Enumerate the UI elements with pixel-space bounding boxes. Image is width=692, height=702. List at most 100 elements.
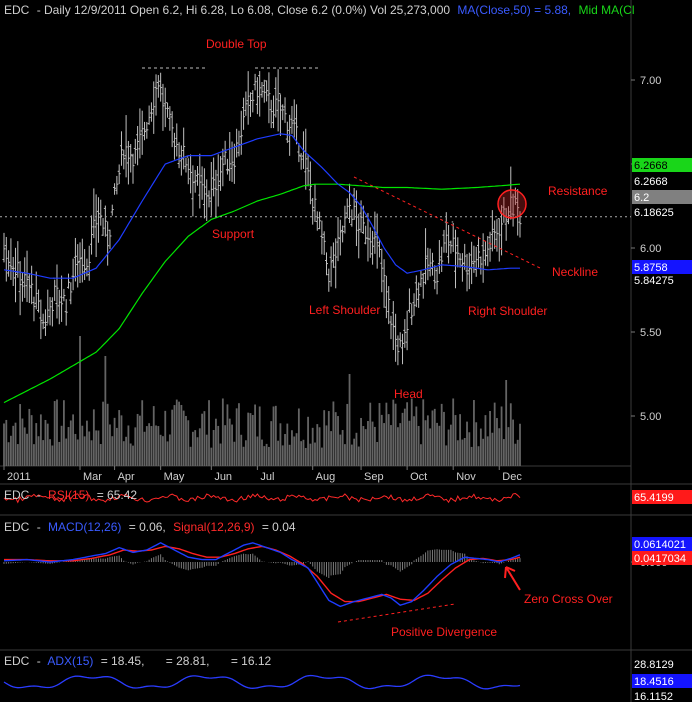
volume-bar	[519, 423, 521, 466]
volume-bar	[53, 401, 56, 466]
volume-bar	[28, 408, 31, 466]
macd-header-symbol: EDC	[4, 520, 30, 534]
volume-bar	[249, 413, 252, 466]
resistance-circle	[497, 189, 527, 219]
price-tag-bg	[632, 190, 692, 204]
volume-bar	[431, 410, 434, 466]
volume-bar	[21, 418, 24, 466]
volume-bar	[426, 415, 429, 466]
volume-bar	[90, 440, 93, 466]
volume-bar	[171, 409, 174, 466]
volume-bar	[10, 435, 12, 466]
x-tick-label: Mar	[83, 471, 102, 483]
y-tick-label: 7.00	[640, 75, 661, 87]
volume-bar	[512, 419, 514, 466]
volume-bar	[293, 436, 296, 466]
volume-bar	[113, 417, 116, 466]
volume-bar	[16, 444, 19, 466]
signal-header-label: Signal(12,26,9)	[173, 520, 254, 534]
x-tick-label: Apr	[118, 471, 135, 483]
annotation-right-shoulder: Right Shoulder	[468, 304, 547, 318]
volume-bar	[166, 441, 169, 466]
volume-bar	[284, 434, 286, 466]
volume-bar	[295, 433, 298, 466]
volume-bar	[205, 434, 208, 466]
volume-bar	[19, 404, 22, 466]
volume-bar	[215, 418, 217, 466]
volume-bar	[376, 441, 379, 466]
minus-di-header-value: = 16.12	[231, 654, 272, 668]
volume-bar	[196, 437, 199, 466]
adx-tag-label: 18.4516	[634, 676, 674, 688]
volume-bar	[244, 440, 247, 466]
volume-bar	[164, 410, 167, 466]
volume-bar	[221, 398, 224, 466]
volume-bar	[456, 440, 459, 466]
macd-tag-label: 0.0614021	[634, 539, 686, 551]
volume-bar	[341, 430, 344, 466]
volume-bar	[76, 439, 79, 466]
volume-bar	[304, 447, 307, 466]
volume-bar	[470, 446, 473, 466]
macd-header-label: MACD(12,26)	[48, 520, 121, 534]
volume-bar	[475, 422, 478, 466]
volume-bar	[417, 425, 420, 466]
volume-bar	[355, 432, 358, 466]
volume-bar	[484, 415, 487, 466]
volume-bar	[482, 438, 485, 466]
volume-bar	[489, 411, 491, 466]
macd-tag-bg	[632, 551, 692, 565]
volume-bar	[139, 415, 141, 466]
divergence-line	[337, 603, 456, 623]
rsi-header-label: RSI(15)	[48, 488, 89, 502]
volume-bar	[392, 399, 395, 466]
volume-bar	[367, 421, 369, 466]
adx-line	[3, 674, 521, 690]
volume-bar	[120, 415, 123, 466]
annotation-zero-cross-over: Zero Cross Over	[524, 592, 613, 606]
volume-bar	[23, 427, 26, 466]
volume-bar	[362, 426, 365, 466]
volume-bar	[180, 404, 183, 466]
volume-bar	[72, 414, 75, 466]
volume-bar	[265, 443, 268, 466]
volume-bar	[189, 446, 192, 466]
volume-bar	[233, 441, 236, 466]
macd-header: EDC - MACD(12,26) = 0.06, Signal(12,26,9…	[4, 520, 296, 534]
annotation-head: Head	[394, 387, 423, 401]
volume-bar	[297, 408, 300, 466]
plus-di-header-value: = 28.81,	[166, 654, 210, 668]
mid-ma-line	[3, 183, 521, 404]
price-tag-label: 5.84275	[634, 275, 674, 287]
volume-bar	[62, 400, 65, 466]
adx-header: EDC - ADX(15) = 18.45, = 28.81, = 16.12	[4, 654, 272, 668]
volume-bar	[477, 446, 480, 466]
volume-bar	[173, 405, 176, 466]
volume-bar	[327, 411, 330, 466]
volume-bar	[74, 433, 77, 466]
volume-bar	[371, 421, 374, 466]
volume-bar	[408, 420, 411, 466]
volume-bar	[286, 423, 289, 466]
volume-bar	[219, 443, 222, 466]
volume-bar	[148, 423, 151, 466]
adx-header-value: = 18.45,	[101, 654, 145, 668]
volume-bar	[334, 412, 337, 466]
x-tick-label: Jul	[260, 471, 274, 483]
zero-cross-arrow	[504, 566, 521, 591]
volume-bar	[279, 423, 282, 466]
volume-bar	[364, 429, 367, 466]
adx-header-label: ADX(15)	[47, 654, 93, 668]
volume-bar	[403, 408, 406, 466]
volume-bar	[507, 427, 510, 466]
volume-bar	[231, 424, 233, 466]
volume-bar	[81, 425, 84, 466]
volume-bar	[129, 443, 132, 466]
annotation-positive-divergence: Positive Divergence	[391, 625, 497, 639]
volume-bars	[3, 336, 521, 466]
volume-bar	[51, 445, 54, 466]
volume-bar	[111, 436, 114, 466]
volume-bar	[7, 442, 10, 466]
